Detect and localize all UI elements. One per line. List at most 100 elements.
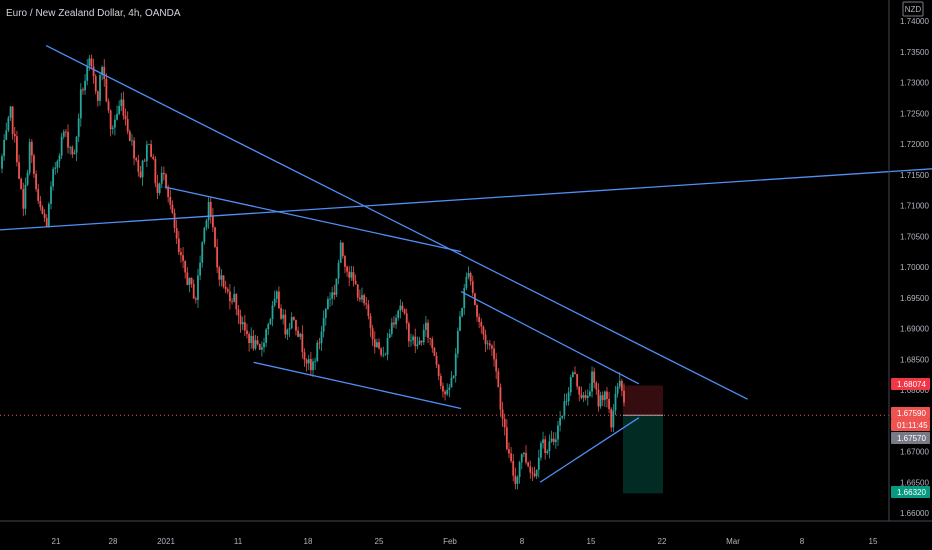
candle-body [593,371,596,383]
candle-body [160,172,163,184]
candle-body [548,441,551,452]
candle-body [603,391,606,401]
triangle-lower-line[interactable] [539,417,640,483]
candle-body [218,267,221,280]
candle-body [561,415,564,419]
candle-body [382,354,385,356]
candle-body [450,377,453,388]
candle-body [478,316,481,323]
currency-label: NZD [905,5,922,14]
candle-body [395,317,397,325]
time-tick-label: 8 [800,537,805,546]
candle-body [495,359,498,372]
candle-body [442,385,444,392]
candle-body [533,473,536,477]
middle-falling-line[interactable] [164,186,462,253]
candle-body [216,246,219,268]
candle-body [173,212,176,229]
candle-body [529,466,532,473]
candle-body [22,189,25,209]
rising-horizontal-line[interactable] [0,168,932,231]
upper-falling-line[interactable] [45,45,748,400]
candle-body [62,131,65,137]
candle-body [92,66,95,77]
price-label-current: 1.67570 [897,434,926,443]
price-label-entry: 1.67590 [897,409,926,418]
candle-body [3,139,6,157]
price-tick-label: 1.66500 [900,478,929,487]
time-tick-label: 21 [52,537,61,546]
candle-body [459,316,461,331]
candle-body [610,409,613,428]
candle-body [574,372,576,374]
trendlines[interactable] [0,45,932,483]
candle-body [47,203,50,227]
candle-body [416,344,419,347]
candle-body [591,371,593,392]
time-tick-label: 11 [234,537,243,546]
candle-body [312,361,314,371]
candle-body [252,335,255,349]
candle-body [118,105,121,114]
candle-body [69,147,72,148]
take-profit-zone[interactable] [623,415,663,494]
lower-channel-line[interactable] [253,361,462,410]
candle-body [171,204,174,213]
candle-body [116,113,118,120]
candle-body [314,360,317,362]
currency-badge[interactable] [902,1,924,17]
candle-body [599,395,602,407]
candle-body [427,322,429,338]
candle-body [414,336,417,347]
candle-body [7,117,10,131]
candle-body [373,339,376,348]
candle-body [246,330,248,335]
candle-body [348,271,351,278]
short-position-tool[interactable] [623,385,663,494]
candle-body [557,425,559,440]
candle-body [192,283,195,299]
time-tick-label: Mar [726,537,740,546]
candle-body [224,286,227,290]
stop-loss-zone[interactable] [623,385,663,416]
candle-body [90,58,93,67]
candle-body [280,308,282,319]
candle-body [510,453,513,462]
candle-body [299,333,302,337]
candle-body [467,273,470,277]
candle-body [578,386,581,395]
candle-body [407,323,410,342]
triangle-upper-line[interactable] [460,291,640,385]
candle-body [520,454,523,463]
price-label-stop-bg [891,486,930,498]
candle-body [582,395,585,398]
price-axis[interactable]: NZD 1.740001.735001.730001.725001.720001… [888,0,930,521]
candle-body [182,255,184,261]
time-tick-label: 28 [109,537,118,546]
candle-body [318,342,321,344]
candle-body [535,469,538,477]
candle-body [156,183,159,194]
candle-body [231,301,233,303]
time-tick-label: 22 [658,537,667,546]
time-axis[interactable]: 21 28 2021 11 18 25 Feb 8 15 22 Mar 8 15 [0,520,932,546]
candle-body [24,184,27,209]
candle-body [337,262,340,279]
candle-body [401,305,404,310]
candle-body [105,79,108,102]
candle-body [433,348,436,356]
plot-area[interactable] [0,45,932,494]
candle-body [550,438,553,442]
candle-body [197,275,199,300]
candle-body [94,76,97,92]
candle-body [322,317,325,332]
price-tick-label: 1.66000 [900,509,929,518]
candle-body [446,389,449,395]
candle-body [565,401,568,402]
candle-body [493,348,495,360]
candle-body [484,334,487,345]
candle-body [214,227,216,247]
candle-body [418,340,421,345]
candle-body [13,133,16,137]
